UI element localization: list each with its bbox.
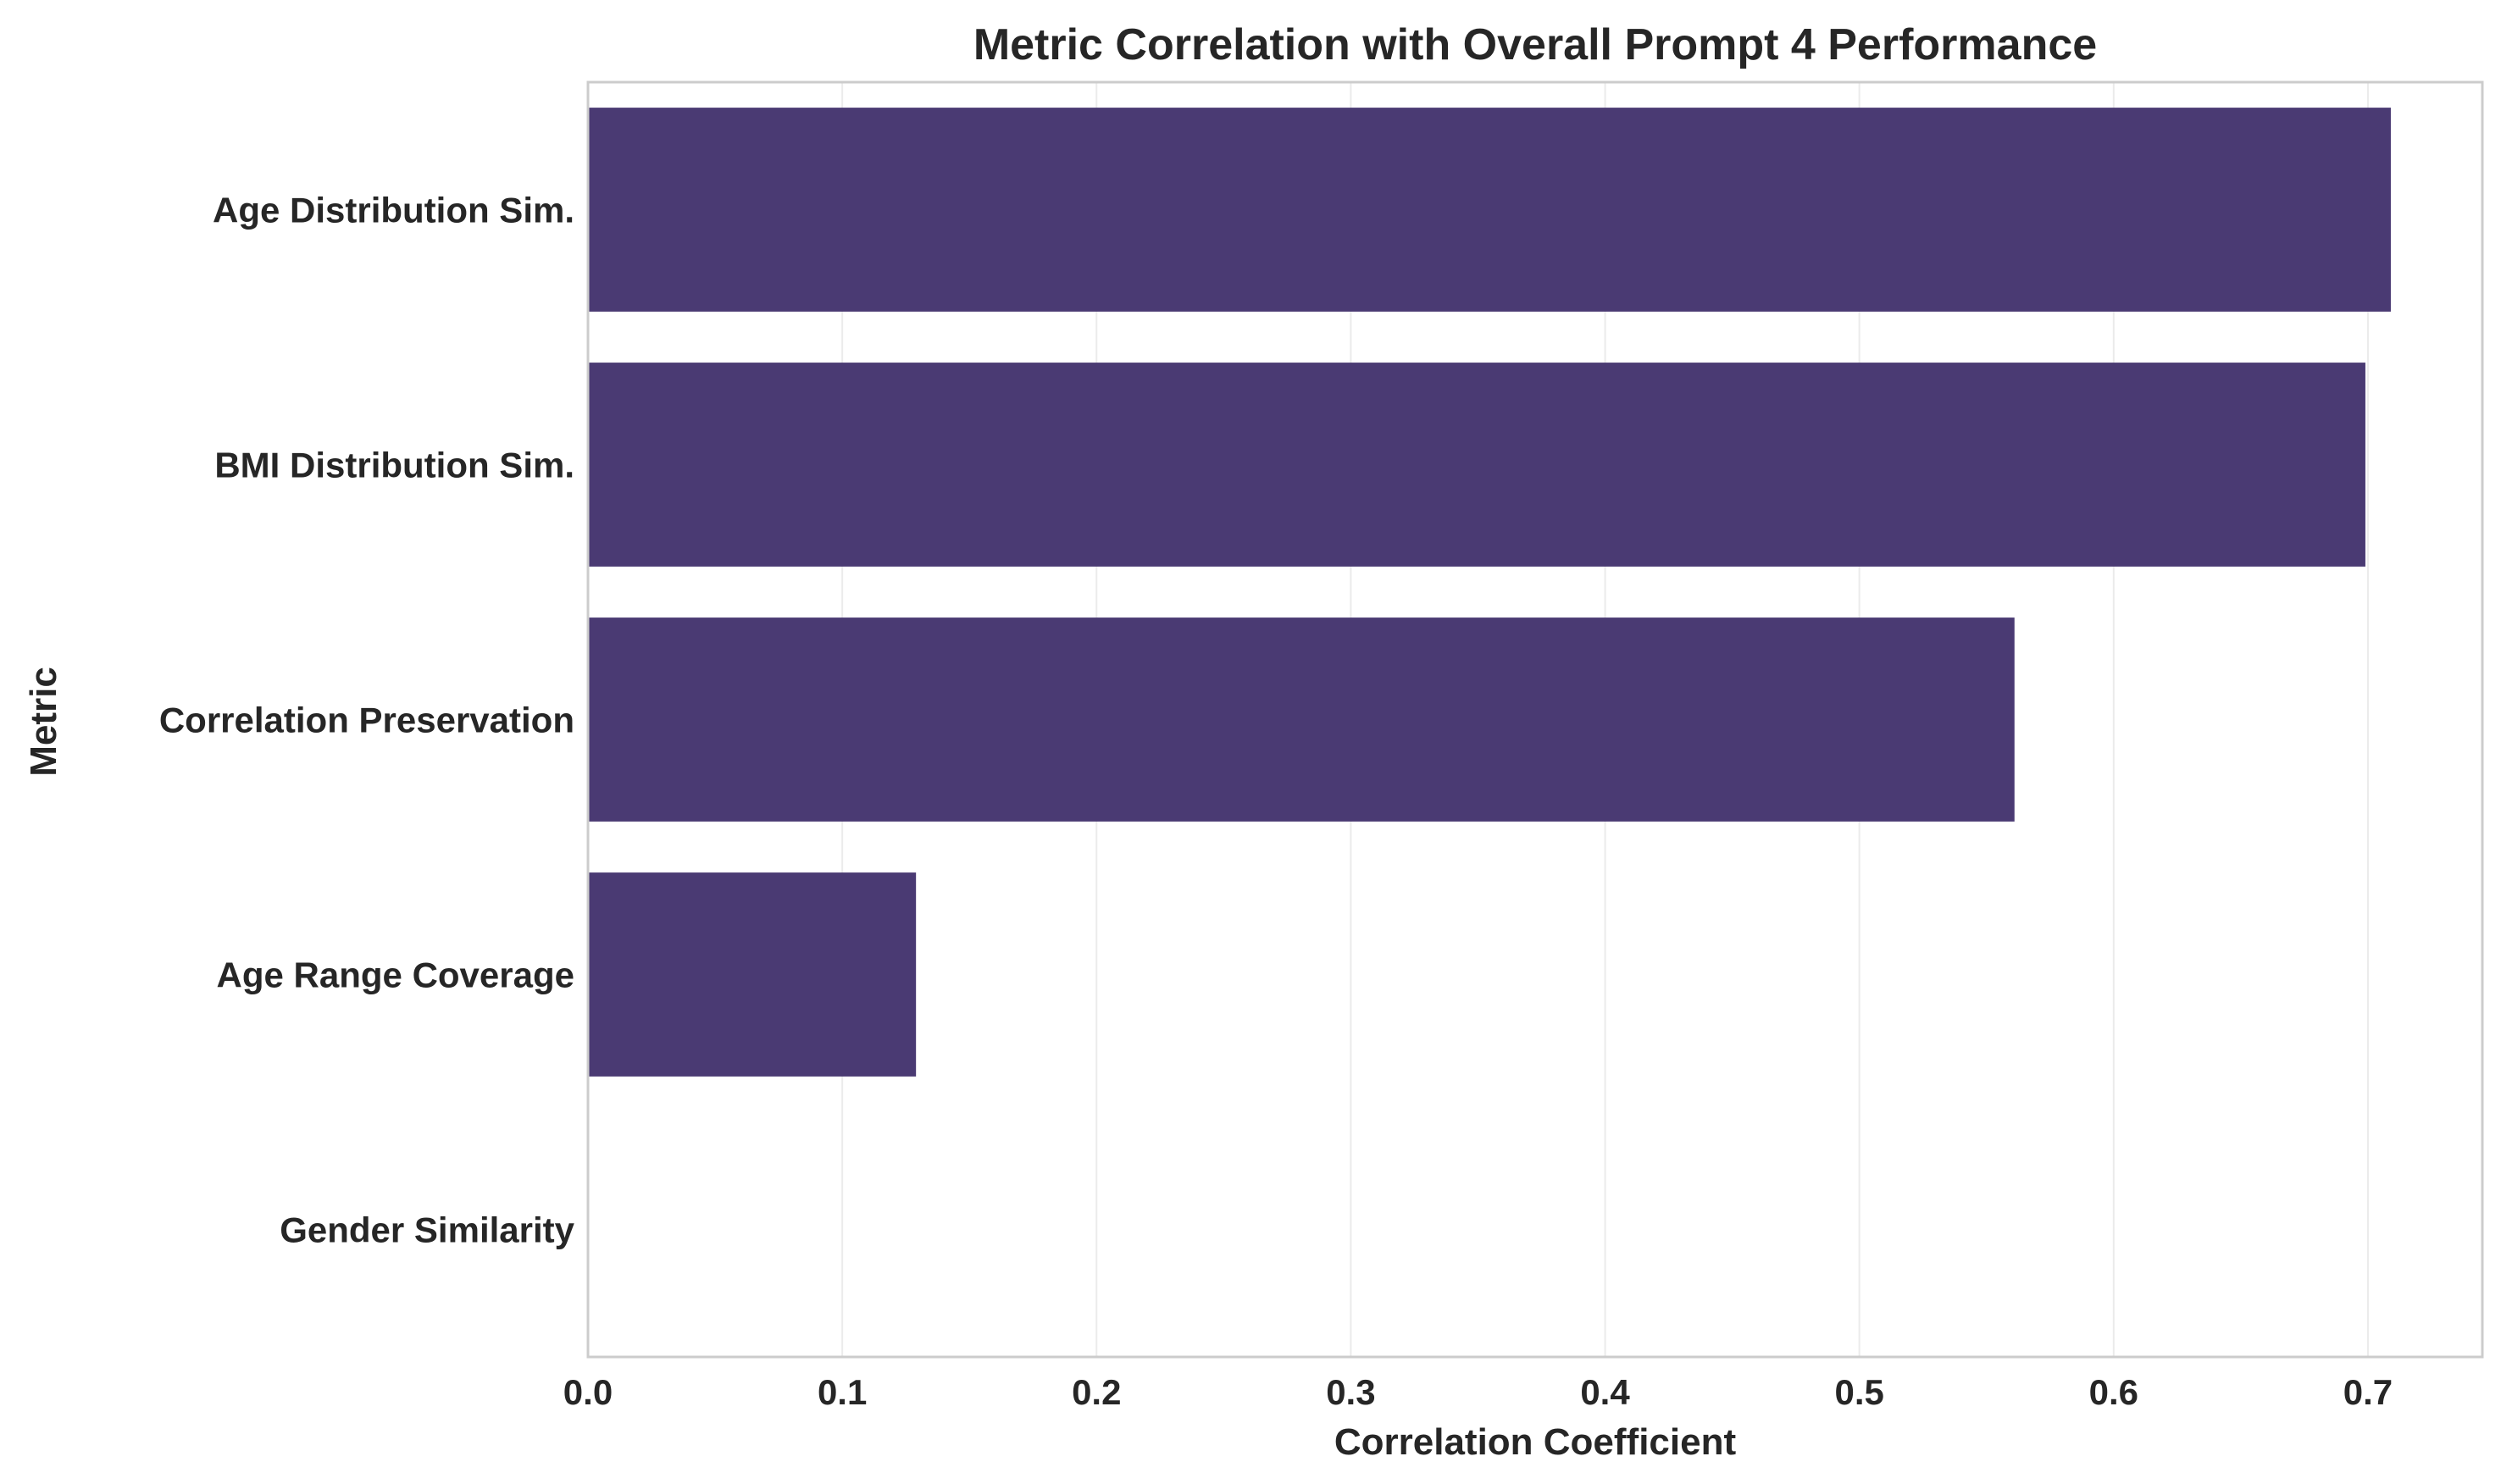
x-tick-label: 0.4 <box>1580 1372 1630 1412</box>
x-tick-label: 0.6 <box>2089 1372 2138 1412</box>
y-tick-label: Age Range Coverage <box>217 955 574 995</box>
x-tick-labels: 0.0 0.1 0.2 0.3 0.4 0.5 0.6 0.7 <box>563 1372 2393 1412</box>
y-tick-label: BMI Distribution Sim. <box>214 446 574 485</box>
x-axis-label: Correlation Coefficient <box>1334 1421 1737 1463</box>
y-tick-labels: Age Distribution Sim. BMI Distribution Si… <box>159 191 575 1250</box>
x-tick-label: 0.3 <box>1326 1372 1375 1412</box>
y-tick-label: Age Distribution Sim. <box>213 191 574 230</box>
y-tick-label: Correlation Preservation <box>159 700 574 740</box>
plot-frame <box>586 80 2484 1359</box>
x-tick-label: 0.1 <box>818 1372 867 1412</box>
x-tick-label: 0.7 <box>2343 1372 2393 1412</box>
bar <box>588 363 2365 567</box>
x-tick-label: 0.2 <box>1072 1372 1121 1412</box>
bars <box>588 108 2391 1077</box>
y-tick-label: Gender Similarity <box>280 1210 574 1250</box>
bar <box>588 108 2391 312</box>
bar <box>588 617 2015 822</box>
x-tick-label: 0.0 <box>563 1372 613 1412</box>
y-axis-label: Metric <box>23 667 64 777</box>
chart-title: Metric Correlation with Overall Prompt 4… <box>973 20 2097 69</box>
x-tick-label: 0.5 <box>1834 1372 1883 1412</box>
bar <box>588 872 917 1077</box>
